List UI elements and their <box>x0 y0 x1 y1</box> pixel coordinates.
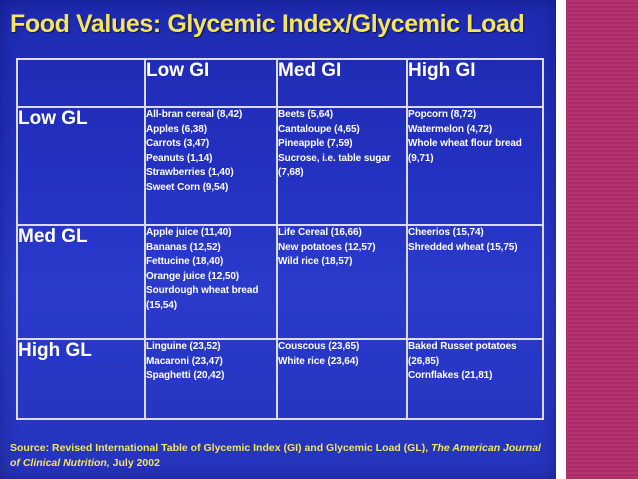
food-item: Apples (6,38) <box>146 123 207 135</box>
row-header-low-gl: Low GL <box>16 106 146 226</box>
food-item: Macaroni (23,47) <box>146 355 223 367</box>
table-row-high-gl: High GL Linguine (23,52) Macaroni (23,47… <box>16 338 544 420</box>
table-header-row: Low GI Med GI High GI <box>16 58 544 108</box>
cell-med-gl-high-gi: Cheerios (15,74) Shredded wheat (15,75) <box>406 224 544 340</box>
side-panel <box>566 0 638 479</box>
food-item: Sucrose, i.e. table sugar (7,68) <box>278 152 391 179</box>
food-item: Couscous (23,65) <box>278 341 360 352</box>
row-header-high-gl: High GL <box>16 338 146 420</box>
food-item: Cheerios (15,74) <box>408 227 484 238</box>
slide-title: Food Values: Glycemic Index/Glycemic Loa… <box>10 10 525 38</box>
food-item: Spaghetti (20,42) <box>146 370 225 381</box>
food-item: All-bran cereal (8,42) <box>146 109 243 120</box>
food-item: Popcorn (8,72) <box>408 109 477 120</box>
cell-low-gl-med-gi: Beets (5,64) Cantaloupe (4,65) Pineapple… <box>276 106 408 226</box>
food-item: Peanuts (1,14) <box>146 152 213 164</box>
table-corner-cell <box>16 58 146 108</box>
cell-high-gl-low-gi: Linguine (23,52) Macaroni (23,47) Spaghe… <box>144 338 278 420</box>
table-row-low-gl: Low GL All-bran cereal (8,42) Apples (6,… <box>16 106 544 226</box>
journal-name: The American Journal of Clinical Nutriti… <box>10 442 541 469</box>
food-item: Baked Russet potatoes (26,85) <box>408 341 517 367</box>
cell-high-gl-high-gi: Baked Russet potatoes (26,85) Cornflakes… <box>406 338 544 420</box>
food-item: Shredded wheat (15,75) <box>408 241 518 253</box>
food-item: Pineapple (7,59) <box>278 138 353 149</box>
source-date: July 2002 <box>109 457 160 469</box>
cell-med-gl-low-gi: Apple juice (11,40) Bananas (12,52) Fett… <box>144 224 278 340</box>
slide: Food Values: Glycemic Index/Glycemic Loa… <box>0 0 556 479</box>
cell-high-gl-med-gi: Couscous (23,65) White rice (23,64) <box>276 338 408 420</box>
column-header-low-gi: Low GI <box>144 58 278 108</box>
food-item: Strawberries (1,40) <box>146 167 234 178</box>
food-item: White rice (23,64) <box>278 355 359 367</box>
row-header-med-gl: Med GL <box>16 224 146 340</box>
table-row-med-gl: Med GL Apple juice (11,40) Bananas (12,5… <box>16 224 544 340</box>
glycemic-table: Low GI Med GI High GI Low GL All-bran ce… <box>16 58 544 420</box>
food-item: Wild rice (18,57) <box>278 256 353 267</box>
food-item: Sourdough wheat bread (15,54) <box>146 285 259 311</box>
cell-low-gl-high-gi: Popcorn (8,72) Watermelon (4,72) Whole w… <box>406 106 544 226</box>
food-item: New potatoes (12,57) <box>278 241 376 253</box>
food-item: Watermelon (4,72) <box>408 123 493 135</box>
source-text: Source: Revised International Table of G… <box>10 442 432 454</box>
food-item: Bananas (12,52) <box>146 241 221 253</box>
food-item: Orange juice (12,50) <box>146 270 240 282</box>
slide-gap <box>556 0 566 479</box>
food-item: Whole wheat flour bread (9,71) <box>408 138 522 164</box>
food-item: Life Cereal (16,66) <box>278 227 362 238</box>
food-item: Sweet Corn (9,54) <box>146 181 229 193</box>
food-item: Linguine (23,52) <box>146 341 221 352</box>
food-item: Apple juice (11,40) <box>146 227 232 238</box>
column-header-high-gi: High GI <box>406 58 544 108</box>
food-item: Fettucine (18,40) <box>146 256 224 267</box>
food-item: Cornflakes (21,81) <box>408 370 493 381</box>
cell-low-gl-low-gi: All-bran cereal (8,42) Apples (6,38) Car… <box>144 106 278 226</box>
food-item: Beets (5,64) <box>278 109 333 120</box>
column-header-med-gi: Med GI <box>276 58 408 108</box>
source-citation: Source: Revised International Table of G… <box>10 441 550 471</box>
food-item: Cantaloupe (4,65) <box>278 123 360 135</box>
food-item: Carrots (3,47) <box>146 138 210 149</box>
cell-med-gl-med-gi: Life Cereal (16,66) New potatoes (12,57)… <box>276 224 408 340</box>
